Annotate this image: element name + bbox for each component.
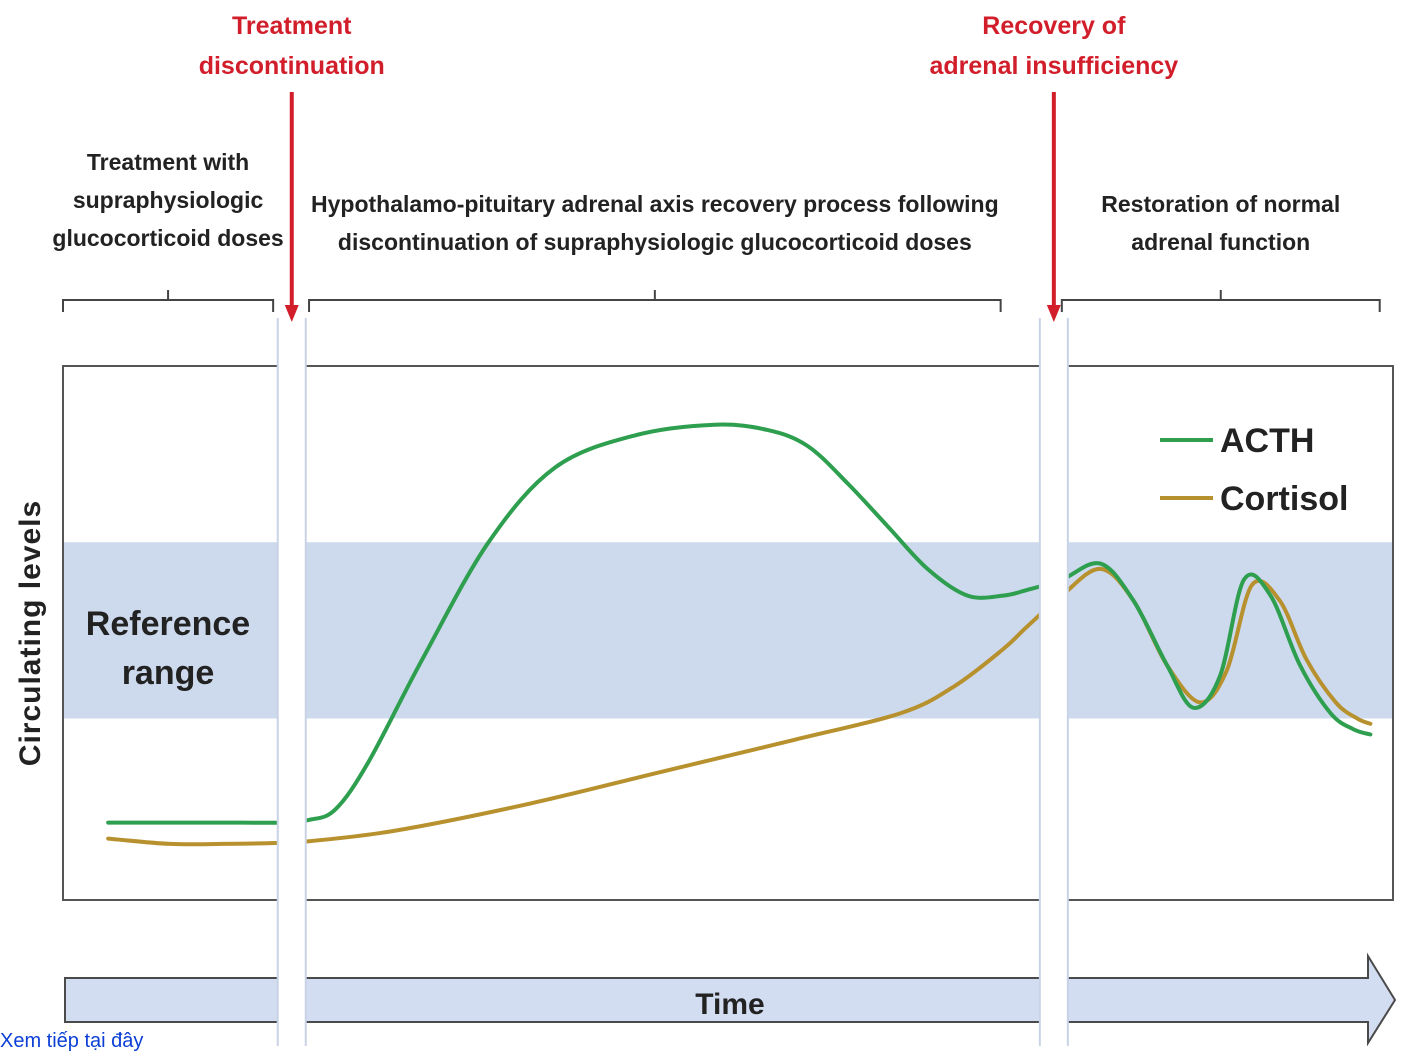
phase-bracket-2 [308, 290, 1002, 312]
time-axis-label: Time [695, 988, 764, 1021]
series-line-acth [106, 422, 1373, 825]
phase-label-2-line-2: discontinuation of supraphysiologic gluc… [338, 229, 972, 255]
phase-gap-layer [276, 318, 1069, 1046]
reference-range-label-line-2: range [122, 654, 215, 692]
event-label-2-line-1: Recovery of [982, 12, 1126, 40]
phase-label-1-line-2: supraphysiologic [73, 187, 264, 213]
event-label-1-line-2: discontinuation [199, 52, 385, 80]
event-label-2-line-2: adrenal insufficiency [929, 52, 1178, 80]
event-label-1-line-1: Treatment [232, 12, 352, 40]
phase-label-2-line-1: Hypothalamo-pituitary adrenal axis recov… [311, 191, 999, 217]
series-layer [106, 422, 1373, 847]
phase-bracket-1 [62, 290, 275, 312]
event-arrowhead-2 [1046, 305, 1061, 322]
phase-label-1-line-3: glucocorticoid doses [52, 225, 283, 251]
reference-range-band [64, 542, 1392, 719]
event-arrowhead-1 [284, 305, 299, 322]
reference-range-label-line-1: Reference [86, 605, 250, 643]
phase-label-3-line-2: adrenal function [1131, 229, 1310, 255]
phase-layer: Treatment with supraphysiologic glucocorti… [52, 149, 1381, 312]
legend-label-acth: ACTH [1220, 422, 1314, 460]
y-axis-label: Circulating levels [14, 500, 47, 766]
legend-label-cortisol: Cortisol [1220, 480, 1348, 518]
event-gap-2 [1039, 318, 1068, 1046]
event-layer: Treatment discontinuation Recovery of adren… [199, 12, 1178, 322]
legend: ACTH Cortisol [1160, 422, 1348, 518]
phase-label-1-line-1: Treatment with [87, 149, 249, 175]
read-more-link[interactable]: Xem tiếp tại đây [0, 1030, 144, 1052]
phase-label-3-line-1: Restoration of normal [1101, 191, 1340, 217]
phase-bracket-3 [1060, 290, 1381, 312]
series-line-cortisol [106, 566, 1373, 847]
event-gap-1 [277, 318, 306, 1046]
